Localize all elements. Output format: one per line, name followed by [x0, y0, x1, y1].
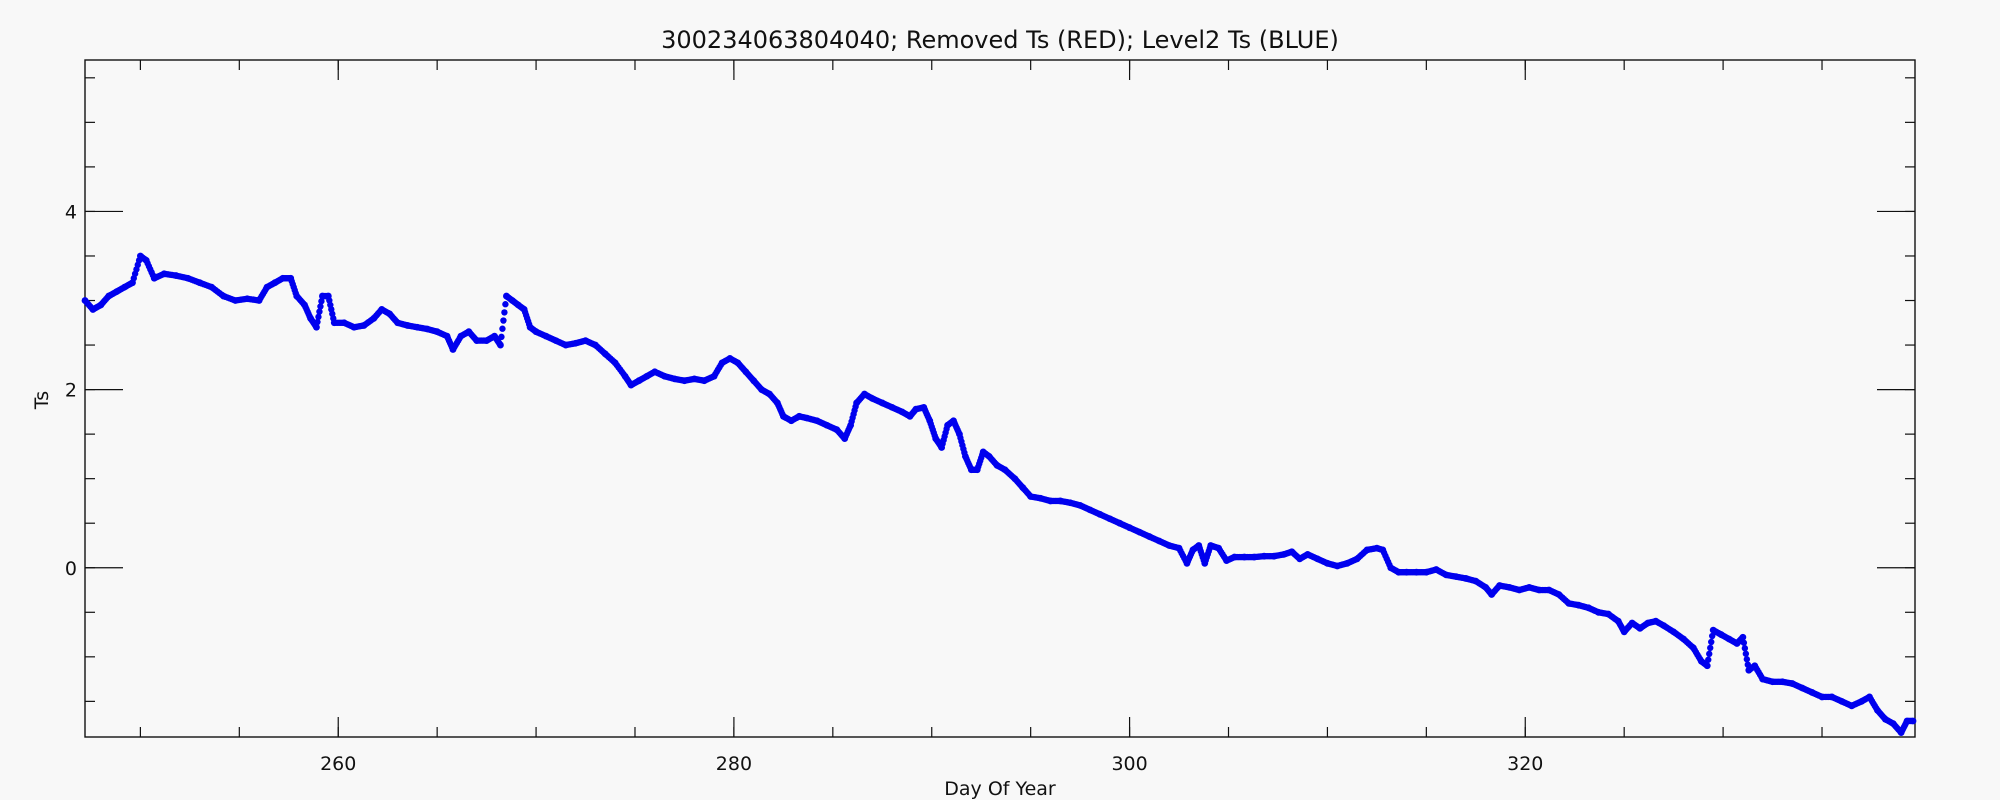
minor-ticks [85, 60, 1915, 737]
data-point [1705, 656, 1712, 663]
x-tick-label: 260 [320, 753, 356, 775]
data-point [499, 325, 506, 332]
data-point [498, 333, 505, 341]
data-points [81, 252, 1917, 736]
chart-title: 300234063804040; Removed Ts (RED); Level… [661, 26, 1339, 54]
data-point [1909, 717, 1917, 725]
data-point [1708, 638, 1715, 646]
data-point [316, 308, 323, 315]
data-point [1740, 639, 1748, 646]
data-point [500, 317, 507, 324]
data-point [1706, 650, 1713, 658]
data-point [1709, 632, 1716, 640]
major-ticks [85, 60, 1915, 737]
data-point [1739, 633, 1747, 641]
x-tick-label: 300 [1111, 753, 1147, 775]
x-tick-label: 320 [1507, 753, 1543, 775]
data-point [1703, 662, 1711, 670]
data-point [497, 341, 504, 349]
x-axis-label: Day Of Year [944, 778, 1056, 800]
data-point [318, 298, 325, 305]
data-point [314, 318, 321, 326]
data-point [501, 309, 508, 316]
data-point [502, 301, 509, 308]
x-tick-label: 280 [716, 753, 752, 775]
data-point [1741, 645, 1749, 652]
data-point [1743, 656, 1751, 663]
y-tick-label: 2 [65, 380, 77, 402]
tick-labels: 260 280 300 320 0 2 4 [65, 201, 1543, 775]
data-point [1707, 644, 1714, 652]
y-axis-label: Ts [31, 391, 53, 410]
data-point [317, 303, 324, 310]
data-point [315, 313, 322, 321]
plot-frame [84, 59, 1916, 738]
y-tick-label: 0 [65, 558, 77, 580]
data-point [313, 323, 320, 331]
data-point [1742, 650, 1750, 657]
y-tick-label: 4 [65, 201, 77, 223]
